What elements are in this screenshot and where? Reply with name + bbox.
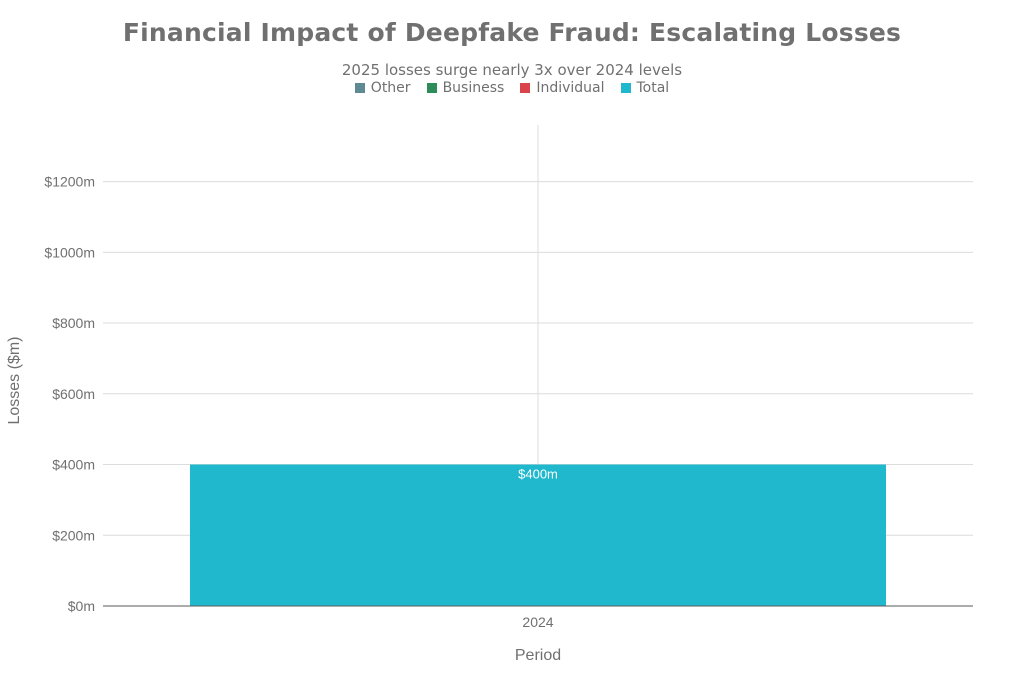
legend-swatch-individual	[520, 83, 531, 93]
legend-item-business[interactable]: Business	[426, 80, 505, 96]
legend-swatch-total	[620, 83, 631, 93]
y-axis-title: Losses ($m)	[6, 336, 23, 424]
bar	[190, 464, 886, 606]
y-tick-label: $600m	[52, 386, 95, 402]
legend-swatch-business	[426, 83, 437, 93]
y-tick-label: $1000m	[44, 244, 95, 260]
x-tick-label: 2024	[522, 614, 553, 630]
legend-label-other: Other	[370, 80, 411, 96]
y-tick-label: $800m	[52, 315, 95, 331]
legend: Other Business Individual Total	[0, 80, 1024, 96]
legend-swatch-other	[354, 83, 365, 93]
legend-label-total: Total	[636, 80, 670, 96]
y-tick-label: $400m	[52, 457, 95, 473]
x-axis-title: Period	[515, 647, 561, 664]
legend-label-individual: Individual	[536, 80, 605, 96]
legend-item-other[interactable]: Other	[354, 80, 411, 96]
legend-item-individual[interactable]: Individual	[520, 80, 605, 96]
y-tick-label: $200m	[52, 527, 95, 543]
chart-title: Financial Impact of Deepfake Fraud: Esca…	[122, 18, 902, 47]
chart-subtitle: 2025 losses surge nearly 3x over 2024 le…	[341, 61, 683, 79]
legend-label-business: Business	[442, 80, 505, 96]
y-tick-label: $0m	[68, 598, 95, 614]
bar-data-label: $400m	[518, 467, 558, 482]
legend-item-total[interactable]: Total	[620, 80, 670, 96]
y-tick-label: $1200m	[44, 174, 95, 190]
